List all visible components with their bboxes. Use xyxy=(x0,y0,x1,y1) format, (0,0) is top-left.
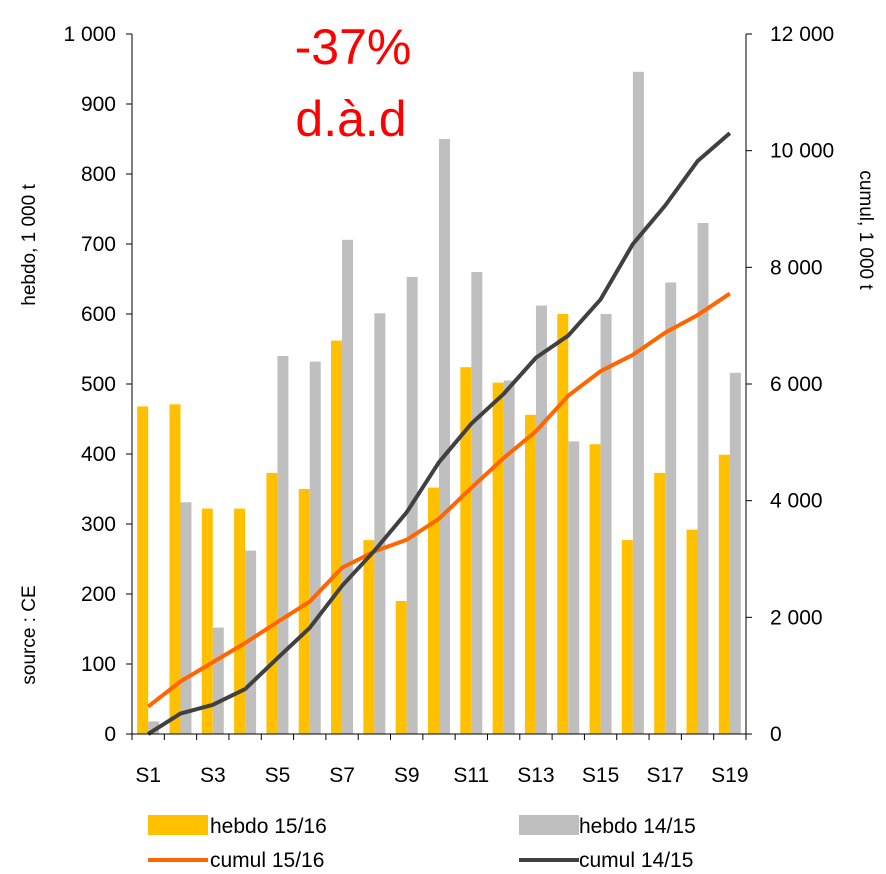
bar-hebdo-14-15-s6 xyxy=(309,361,321,734)
x-tick-label: S11 xyxy=(453,764,489,787)
bars-layer xyxy=(137,71,741,735)
left-tick-label: 500 xyxy=(81,373,116,396)
bar-hebdo-15-16-s11 xyxy=(460,367,472,734)
bar-hebdo-14-15-s14 xyxy=(568,441,580,734)
left-tick-label: 300 xyxy=(81,513,116,536)
bar-hebdo-14-15-s7 xyxy=(342,239,354,735)
x-tick-label: S7 xyxy=(329,764,355,787)
bar-hebdo-15-16-s4 xyxy=(234,508,246,734)
x-tick-label: S1 xyxy=(135,764,161,787)
left-axis-title: hebdo, 1 000 t xyxy=(19,184,40,306)
bar-hebdo-15-16-s6 xyxy=(298,489,310,734)
left-tick-label: 600 xyxy=(81,303,116,326)
bar-hebdo-14-15-s3 xyxy=(212,627,224,734)
bar-hebdo-14-15-s12 xyxy=(503,380,515,734)
bar-hebdo-15-16-s13 xyxy=(524,414,536,734)
right-tick-label: 2 000 xyxy=(770,606,823,629)
bar-hebdo-14-15-s16 xyxy=(632,71,644,735)
right-tick-label: 8 000 xyxy=(770,256,823,279)
bar-hebdo-15-16-s3 xyxy=(201,508,213,734)
left-tick-label: 800 xyxy=(81,163,116,186)
bar-hebdo-15-16-s9 xyxy=(395,601,407,734)
bar-hebdo-14-15-s8 xyxy=(374,313,386,734)
bar-hebdo-15-16-s1 xyxy=(137,406,149,734)
right-tick-label: 0 xyxy=(770,723,782,746)
legend-swatch-hebdo-14-15 xyxy=(519,815,579,835)
legend-swatch-hebdo-15-16 xyxy=(148,815,208,835)
left-tick-label: 200 xyxy=(81,583,116,606)
x-tick-label: S5 xyxy=(265,764,291,787)
bar-hebdo-14-15-s5 xyxy=(277,356,289,734)
bar-hebdo-15-16-s12 xyxy=(492,382,504,734)
bar-hebdo-14-15-s19 xyxy=(729,372,741,734)
bar-hebdo-15-16-s17 xyxy=(654,472,666,734)
left-tick-label: 100 xyxy=(81,653,116,676)
bar-hebdo-14-15-s10 xyxy=(439,139,450,734)
bar-hebdo-15-16-s16 xyxy=(621,540,633,734)
right-tick-label: 12 000 xyxy=(770,23,834,46)
right-tick-label: 10 000 xyxy=(770,140,834,163)
x-tick-label: S9 xyxy=(394,764,420,787)
right-axis-title: cumul, 1 000 t xyxy=(855,170,876,290)
x-tick-label: S19 xyxy=(711,764,748,787)
line-cumul-15-16 xyxy=(146,291,731,709)
legend-label-cumul-15-16: cumul 15/16 xyxy=(210,849,324,872)
bar-hebdo-15-16-s15 xyxy=(589,444,601,734)
legend-label-hebdo-15-16: hebdo 15/16 xyxy=(210,815,327,838)
legend-label-cumul-14-15: cumul 14/15 xyxy=(579,849,693,872)
lines-layer xyxy=(146,131,732,736)
x-tick-label: S13 xyxy=(517,764,554,787)
left-tick-label: 900 xyxy=(81,93,116,116)
axes-layer: 0 100 200 300 400 500 600 700 800 900 1 000 0 2 000 4… xyxy=(63,23,834,787)
legend-label-hebdo-14-15: hebdo 14/15 xyxy=(579,815,696,838)
bar-hebdo-14-15-s4 xyxy=(245,550,257,734)
bar-hebdo-15-16-s5 xyxy=(266,472,278,734)
right-tick-label: 4 000 xyxy=(770,490,823,513)
bar-hebdo-14-15-s2 xyxy=(180,502,192,734)
bar-hebdo-15-16-s18 xyxy=(686,529,698,734)
x-tick-label: S17 xyxy=(647,764,684,787)
bar-hebdo-15-16-s2 xyxy=(169,404,181,734)
left-tick-label: 400 xyxy=(81,443,116,466)
annotation-line2: d.à.d xyxy=(295,91,406,147)
left-tick-label: 1 000 xyxy=(63,23,116,46)
x-tick-label: S15 xyxy=(582,764,619,787)
bar-hebdo-14-15-s17 xyxy=(665,282,677,734)
bar-hebdo-15-16-s7 xyxy=(331,340,343,734)
bar-hebdo-14-15-s13 xyxy=(535,305,547,734)
x-tick-label: S3 xyxy=(200,764,226,787)
bar-hebdo-15-16-s19 xyxy=(718,454,730,734)
bar-hebdo-14-15-s15 xyxy=(600,314,612,734)
bar-hebdo-14-15-s11 xyxy=(471,272,483,734)
bar-hebdo-14-15-s18 xyxy=(697,223,709,734)
bar-hebdo-15-16-s10 xyxy=(428,487,439,734)
left-tick-label: 0 xyxy=(104,723,116,746)
right-tick-label: 6 000 xyxy=(770,373,823,396)
source-label: source : CE xyxy=(19,585,40,684)
legend: hebdo 15/16 hebdo 14/15 cumul 15/16 cumu… xyxy=(148,815,696,872)
bar-hebdo-15-16-s14 xyxy=(557,314,569,734)
annotation-line1: -37% xyxy=(295,19,412,75)
bar-hebdo-14-15-s1 xyxy=(148,721,160,734)
left-tick-label: 700 xyxy=(81,233,116,256)
bar-hebdo-15-16-s8 xyxy=(363,540,375,734)
line-cumul-14-15 xyxy=(147,131,732,736)
